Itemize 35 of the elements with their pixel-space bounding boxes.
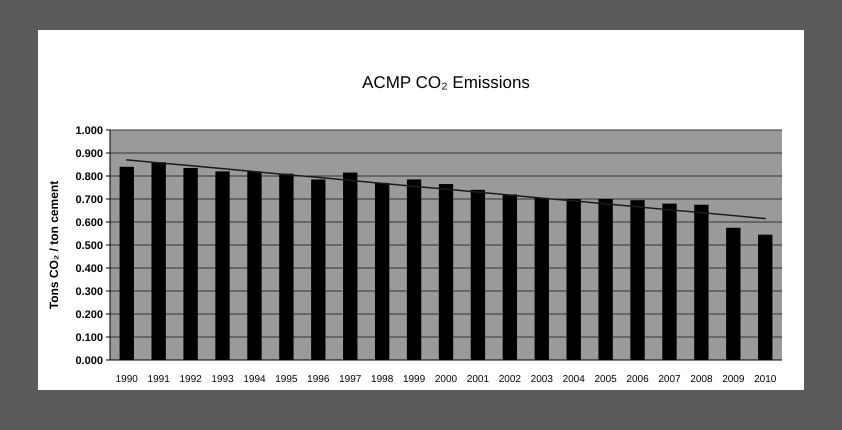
x-tick-label: 2000 xyxy=(434,374,458,385)
x-tick-label: 1991 xyxy=(148,374,170,385)
x-tick-label: 1990 xyxy=(116,374,138,385)
x-tick-label: 2005 xyxy=(594,374,618,385)
x-tick-label: 1992 xyxy=(179,374,202,385)
x-tick-label: 2007 xyxy=(658,374,682,385)
line-series xyxy=(126,159,766,220)
x-tick-label: 1997 xyxy=(339,374,362,385)
y-tick-label: 0.500 xyxy=(75,240,103,252)
x-tick-label: 2008 xyxy=(690,374,713,385)
x-tick-label: 2010 xyxy=(754,374,777,385)
y-tick-label: 0.300 xyxy=(75,286,103,298)
x-tick-label: 2002 xyxy=(498,374,522,385)
y-tick-label: 0.200 xyxy=(75,308,103,321)
y-axis-title: Tons CO₂ / ton cement xyxy=(47,180,61,310)
y-tick-label: 0.100 xyxy=(75,332,103,344)
y-tick-label: 0.700 xyxy=(75,194,103,206)
x-tick-label: 2006 xyxy=(626,374,650,385)
x-tick-label: 1994 xyxy=(243,374,266,385)
y-tick-label: 0.900 xyxy=(75,148,103,160)
chart-title: ACMP CO₂ Emissions xyxy=(362,73,530,92)
x-tick-label: 2001 xyxy=(466,374,490,385)
y-tick-label: 1.000 xyxy=(75,124,103,137)
y-tick-label: 0.400 xyxy=(75,262,103,275)
x-tick-label: 1995 xyxy=(275,374,298,385)
x-tick-label: 1999 xyxy=(402,374,426,385)
y-tick-label: 0.000 xyxy=(75,354,103,367)
y-tick-label: 0.800 xyxy=(75,170,103,183)
y-tick-label: 0.600 xyxy=(75,216,103,229)
x-tick-label: 2009 xyxy=(722,374,745,385)
x-tick-label: 2004 xyxy=(562,374,586,385)
x-tick-label: 1996 xyxy=(307,374,330,385)
x-tick-label: 2003 xyxy=(530,374,554,385)
x-tick-label: 1993 xyxy=(211,374,234,385)
x-tick-label: 1998 xyxy=(371,374,394,385)
